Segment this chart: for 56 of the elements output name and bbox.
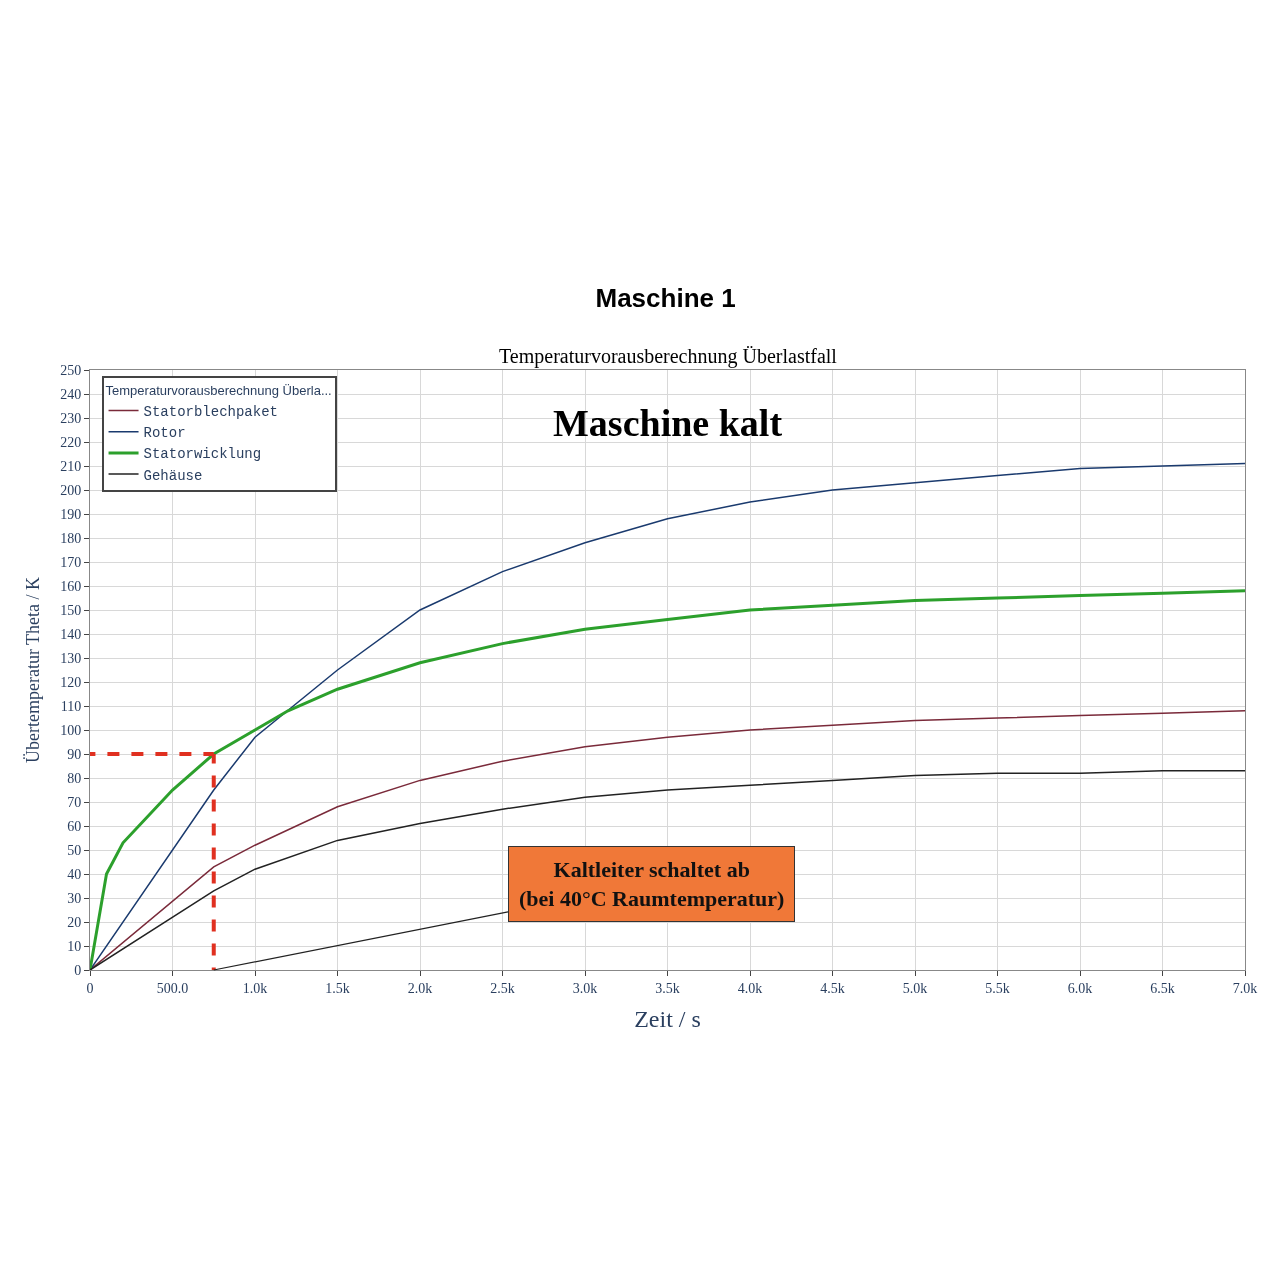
x-tick-label: 2.0k <box>407 980 433 996</box>
x-tick-label: 5.5k <box>985 980 1010 996</box>
x-tick-label: 3.0k <box>572 980 598 996</box>
legend-title: Temperaturvorausberechnung Überla... <box>105 382 332 398</box>
y-tick-label: 0 <box>74 962 82 978</box>
y-tick-label: 10 <box>67 938 82 954</box>
y-tick-label: 60 <box>67 818 82 834</box>
legend-label: Gehäuse <box>143 467 203 484</box>
x-tick-label: 2.5k <box>490 980 515 996</box>
y-tick-label: 160 <box>60 578 82 594</box>
line-series <box>90 710 1245 970</box>
x-tick-label: 6.5k <box>1150 980 1175 996</box>
y-tick-label: 30 <box>67 890 82 906</box>
y-axis-title: Übertemperatur Theta / K <box>23 576 44 764</box>
y-tick-label: 140 <box>60 626 82 642</box>
y-tick-label: 170 <box>60 554 82 570</box>
y-tick-label: 90 <box>67 746 82 762</box>
x-tick-label: 0 <box>86 980 94 996</box>
y-tick-label: 220 <box>60 434 82 450</box>
y-tick-label: 110 <box>60 698 82 714</box>
x-tick-label: 7.0k <box>1232 980 1258 996</box>
y-tick-label: 20 <box>67 914 82 930</box>
legend-label: Rotor <box>143 425 186 442</box>
x-tick-label: 6.0k <box>1067 980 1093 996</box>
y-tick-label: 200 <box>60 482 82 498</box>
y-tick-label: 240 <box>60 386 82 402</box>
y-tick-label: 150 <box>60 602 82 618</box>
y-tick-label: 70 <box>67 794 82 810</box>
line-series <box>90 770 1245 970</box>
y-tick-label: 130 <box>60 650 82 666</box>
line-series <box>90 589 1245 970</box>
y-tick-label: 210 <box>60 458 82 474</box>
x-tick-label: 3.5k <box>655 980 680 996</box>
y-tick-label: 180 <box>60 530 82 546</box>
legend-label: Statorblechpaket <box>143 403 278 420</box>
y-tick-label: 50 <box>67 842 82 858</box>
line-series <box>90 462 1245 970</box>
y-tick-label: 80 <box>67 770 82 786</box>
annotation: Maschine kalt <box>553 402 783 444</box>
y-tick-label: 190 <box>60 506 82 522</box>
chart-subtitle: Temperaturvorausberechnung Überlastfall <box>499 345 838 368</box>
annotation: Kaltleiter schaltet ab (bei 40°C Raumtemperatur) <box>519 857 785 911</box>
x-axis-title: Zeit / s <box>634 1006 701 1033</box>
x-tick-label: 5.0k <box>902 980 928 996</box>
x-tick-label: 1.0k <box>242 980 268 996</box>
x-tick-label: 500.0 <box>156 980 189 996</box>
y-tick-label: 100 <box>60 722 82 738</box>
x-tick-label: 1.5k <box>325 980 350 996</box>
x-tick-label: 4.5k <box>820 980 845 996</box>
chart-title: Maschine 1 <box>595 283 736 314</box>
y-tick-label: 230 <box>60 410 82 426</box>
y-tick-label: 250 <box>60 362 82 378</box>
legend-label: Statorwicklung <box>143 446 262 463</box>
y-tick-label: 120 <box>60 674 82 690</box>
y-tick-label: 40 <box>67 866 82 882</box>
x-tick-label: 4.0k <box>737 980 763 996</box>
